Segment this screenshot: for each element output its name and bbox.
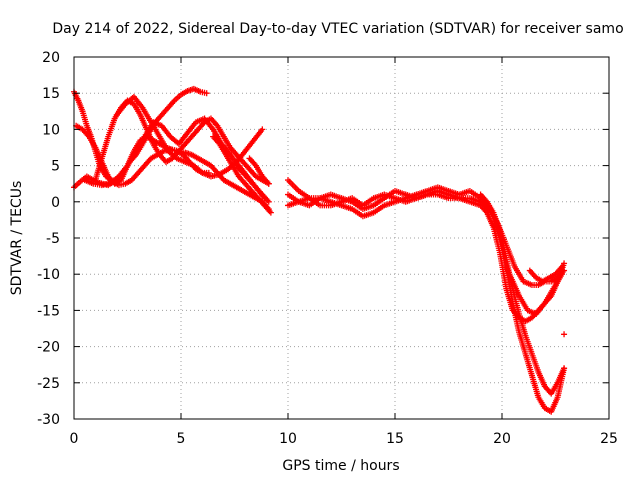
y-tick-label: -25 (37, 376, 60, 392)
x-tick-label: 15 (386, 431, 404, 447)
data-point-track-i (265, 180, 272, 187)
y-tick-label: -10 (37, 267, 60, 283)
data-point-track-h (265, 198, 272, 205)
y-tick-label: -5 (46, 231, 60, 247)
y-tick-label: 0 (51, 195, 60, 211)
data-point-track-m (561, 365, 568, 372)
data-point-track-l (561, 267, 568, 274)
y-tick-label: 20 (42, 50, 60, 66)
data-point-track-k (561, 260, 568, 267)
y-tick-label: 5 (51, 159, 60, 175)
x-tick-label: 0 (70, 431, 79, 447)
y-tick-labels: -30 -25 -20 -15 -10 -5 0 5 10 15 20 (37, 50, 60, 428)
data-point-track-g (267, 209, 274, 216)
x-axis-title: GPS time / hours (282, 458, 399, 474)
chart-title: Day 214 of 2022, Sidereal Day-to-day VTE… (52, 21, 623, 37)
x-tick-labels: 0 5 10 15 20 25 (70, 431, 618, 447)
data-point-track-f (259, 126, 266, 133)
data-points (71, 85, 568, 415)
y-tick-label: 10 (42, 122, 60, 138)
x-tick-label: 5 (177, 431, 186, 447)
y-tick-label: 15 (42, 86, 60, 102)
data-point-outlier (561, 331, 568, 338)
y-tick-label: -15 (37, 303, 60, 319)
y-tick-label: -30 (37, 412, 60, 428)
data-point-track-n (558, 271, 565, 278)
axis-ticks (73, 56, 610, 420)
x-tick-label: 25 (600, 431, 618, 447)
data-point-track-o (558, 263, 565, 270)
data-point-track-a (203, 90, 210, 97)
x-tick-label: 20 (493, 431, 511, 447)
y-axis-title: SDTVAR / TECUs (9, 181, 25, 296)
x-tick-label: 10 (279, 431, 297, 447)
y-tick-label: -20 (37, 340, 60, 356)
